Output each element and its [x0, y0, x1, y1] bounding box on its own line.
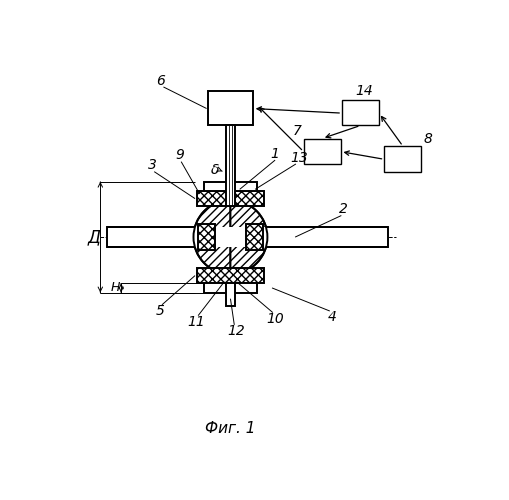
- Text: 6: 6: [156, 74, 165, 88]
- Bar: [204, 182, 257, 191]
- Bar: [198, 224, 215, 250]
- Bar: [264, 227, 388, 247]
- Text: Н: Н: [110, 282, 120, 294]
- Polygon shape: [231, 200, 267, 274]
- Text: 14: 14: [356, 84, 373, 98]
- Text: 3: 3: [148, 158, 157, 172]
- Text: δ: δ: [211, 163, 219, 177]
- Text: 1: 1: [271, 147, 279, 161]
- Bar: [204, 284, 257, 292]
- Text: 5: 5: [156, 304, 165, 318]
- Bar: [107, 227, 196, 247]
- Text: 9: 9: [175, 148, 184, 162]
- Bar: [226, 284, 235, 306]
- Bar: [226, 126, 235, 206]
- Text: 2: 2: [339, 202, 348, 216]
- Text: 11: 11: [187, 315, 205, 329]
- Text: Фиг. 1: Фиг. 1: [205, 420, 256, 436]
- Text: 10: 10: [266, 312, 284, 326]
- Bar: [192, 227, 269, 247]
- Text: 13: 13: [290, 151, 308, 165]
- Bar: [342, 100, 379, 126]
- Text: Д: Д: [88, 228, 101, 246]
- Text: 4: 4: [328, 310, 336, 324]
- Text: 8: 8: [423, 132, 432, 145]
- Text: 7: 7: [293, 124, 302, 138]
- Bar: [196, 268, 264, 283]
- Polygon shape: [193, 200, 231, 274]
- Bar: [196, 191, 264, 206]
- Bar: [208, 91, 253, 126]
- Bar: [226, 228, 235, 246]
- Bar: [303, 138, 341, 164]
- Bar: [384, 146, 421, 172]
- Text: 12: 12: [228, 324, 245, 338]
- Bar: [246, 224, 263, 250]
